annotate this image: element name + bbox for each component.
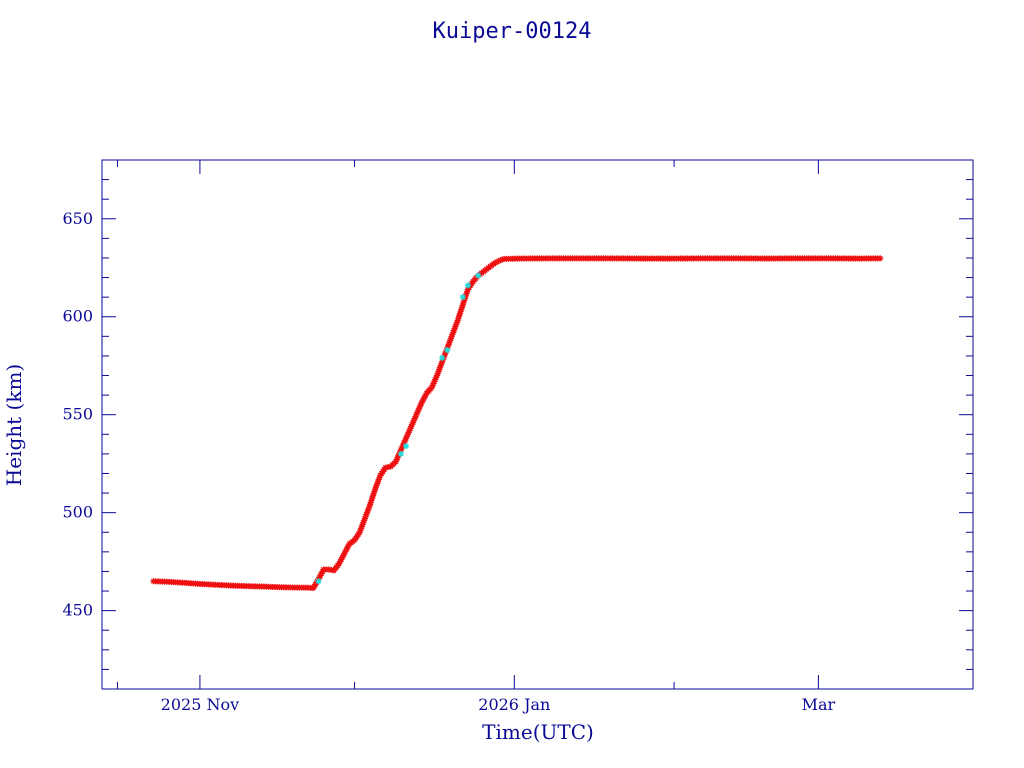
y-axis-label: Height (km) [2, 364, 26, 486]
x-tick-label: Mar [802, 695, 836, 714]
highlight-point [464, 282, 471, 289]
data-points [150, 255, 884, 592]
x-tick-label: 2026 Jan [478, 695, 550, 714]
y-tick-label: 450 [62, 601, 93, 620]
y-tick-label: 600 [62, 307, 93, 326]
plot-frame [101, 159, 974, 690]
chart-title: Kuiper-00124 [433, 19, 592, 44]
y-tick-label: 550 [62, 405, 93, 424]
height-trend-line [153, 257, 881, 589]
highlight-point [315, 578, 322, 585]
highlight-point [475, 272, 482, 279]
y-tick-label: 500 [62, 503, 93, 522]
highlight-point [439, 354, 446, 361]
highlight-point [397, 450, 404, 457]
x-tick-label: 2025 Nov [161, 695, 239, 714]
highlight-point [459, 294, 466, 301]
data-point [457, 308, 464, 315]
y-tick-label: 650 [62, 209, 93, 228]
data-point [877, 255, 884, 262]
axis-tick-labels: 450 500 550 600 650 2025 Nov 2026 Jan Mar [62, 209, 835, 714]
axis-ticks [102, 159, 973, 689]
x-axis-label: Time(UTC) [482, 720, 594, 744]
highlight-point [403, 443, 410, 450]
highlight-point [444, 347, 451, 354]
